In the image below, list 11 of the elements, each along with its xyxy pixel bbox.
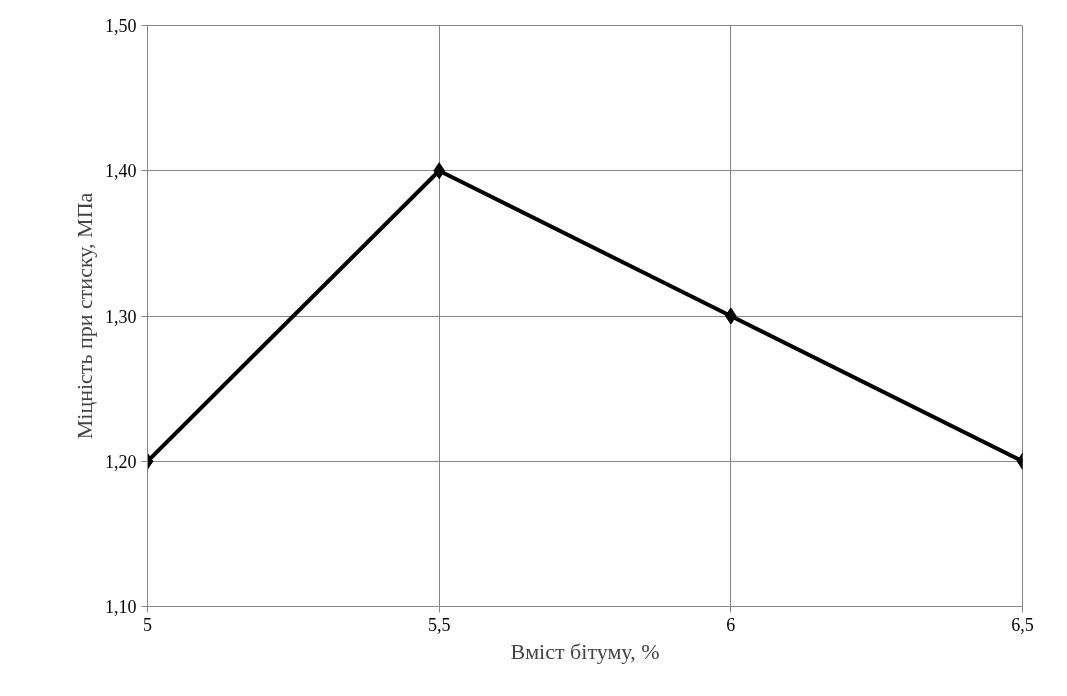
y-tick-label: 1,30: [105, 306, 137, 327]
x-tick-label: 5: [143, 614, 152, 635]
x-tick-label: 5,5: [427, 614, 451, 635]
x-tick-label: 6: [726, 614, 736, 635]
x-axis-title: Вміст бітуму, %: [510, 638, 660, 664]
y-axis-title: Міцність при стиску, МПа: [72, 192, 97, 440]
y-tick-label: 1,50: [105, 16, 137, 36]
x-tick-label: 6,5: [1011, 614, 1034, 635]
y-tick-label: 1,20: [105, 451, 137, 472]
y-tick-label: 1,10: [105, 597, 137, 617]
y-tick-label: 1,40: [105, 161, 137, 182]
